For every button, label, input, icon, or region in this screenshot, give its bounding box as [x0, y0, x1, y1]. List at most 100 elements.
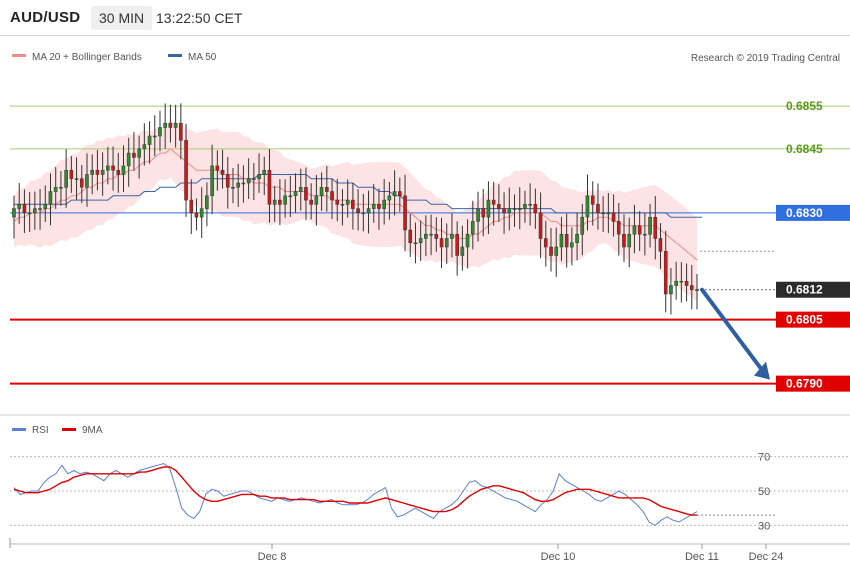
candle-body-up [48, 191, 53, 205]
candle-body-up [142, 144, 147, 150]
candle-body-up [252, 178, 256, 180]
candle-body-down [491, 199, 496, 205]
forecast-arrow [700, 287, 770, 380]
candle [653, 195, 658, 260]
candle [215, 150, 220, 191]
candle [335, 178, 340, 222]
candle-body-down [325, 187, 329, 192]
candle-body-down [184, 140, 188, 201]
candle-body-up [210, 165, 214, 197]
candle [465, 219, 470, 269]
candle [429, 214, 433, 256]
candle [413, 222, 418, 264]
candle-body-up [288, 195, 293, 198]
candle [199, 187, 204, 239]
candle-body-up [152, 135, 157, 138]
candle [408, 213, 413, 257]
candle [392, 170, 397, 216]
candle [184, 123, 188, 217]
candle [22, 189, 27, 234]
candle-body-down [335, 199, 340, 205]
candle [100, 152, 105, 196]
last-price-label-text: 0.6812 [786, 283, 823, 297]
candle [387, 181, 392, 220]
candle-body-down [22, 204, 27, 214]
price-labels: 0.6855 0.6845 0.6830 0.6812 0.6805 0.6790 [776, 99, 850, 392]
candle [559, 216, 564, 262]
candle-body-down [549, 246, 553, 256]
candle [648, 203, 652, 248]
candle-body-down [330, 191, 334, 201]
candle [570, 227, 574, 266]
timeframe-button[interactable]: 30 MIN [91, 6, 153, 30]
candle [502, 192, 506, 234]
candle [486, 181, 491, 234]
candle [549, 227, 553, 272]
candle-body-down [543, 238, 548, 248]
candle-body-down [304, 187, 308, 201]
candle-body-down [111, 165, 115, 171]
candle [450, 212, 454, 258]
candle-body-up [413, 242, 418, 245]
candle-body-up [366, 208, 371, 214]
candle [538, 192, 543, 259]
candle-body-up [418, 238, 423, 244]
candle-body-up [601, 212, 605, 215]
candle-body-up [575, 233, 579, 243]
candle-body-down [596, 204, 600, 214]
candle [674, 261, 678, 300]
candle [168, 104, 173, 143]
candle [632, 204, 637, 254]
candle-body-up [387, 195, 392, 201]
candle-body-up [236, 182, 240, 188]
candle [455, 221, 459, 276]
level-label-0.6845: 0.6845 [786, 142, 823, 156]
candle-body-down [194, 212, 199, 218]
candle-body-down [564, 233, 569, 248]
candle [79, 164, 84, 204]
candle-body-down [658, 238, 663, 252]
candle [147, 121, 152, 164]
candle-body-up [262, 169, 267, 175]
candle-body-up [382, 199, 386, 209]
candle [59, 171, 63, 206]
candle-body-up [643, 233, 647, 236]
candle-body-up [523, 204, 527, 209]
candle-body-up [340, 204, 345, 206]
rsi-legend: RSI 9MA [12, 425, 103, 436]
candle-body-down [215, 165, 220, 171]
ma9-legend-swatch [62, 428, 76, 431]
candle-body-up [444, 238, 449, 248]
candle-body-down [439, 238, 444, 248]
candle [179, 103, 183, 160]
candle [283, 179, 287, 218]
level-label-bg-0.6790 [776, 375, 850, 392]
candle-body-up [361, 212, 366, 215]
candle-body-up [33, 208, 37, 214]
level-label-text-0.6855: 0.6855 [786, 99, 823, 113]
candle-body-down [278, 199, 282, 205]
candle-body-up [632, 225, 637, 235]
candle-body-up [257, 174, 261, 180]
candle-body-down [653, 216, 658, 239]
candle [497, 184, 501, 222]
candle [403, 174, 407, 252]
candle-body-up [241, 182, 246, 185]
candle-body-up [27, 212, 32, 215]
candle [225, 156, 230, 209]
rsi-tick-50: 50 [758, 486, 770, 498]
candle [377, 188, 381, 230]
candle-body-down [267, 169, 272, 205]
candle [434, 217, 439, 252]
level-label-bg-0.6805 [776, 311, 850, 328]
candle-body-up [424, 233, 428, 239]
candle [74, 157, 79, 201]
candle-body-up [371, 204, 376, 209]
candle-body-down [398, 191, 402, 197]
candle [241, 165, 246, 203]
candle-body-down [179, 122, 183, 141]
candle [695, 273, 699, 310]
candle-body-up [283, 195, 287, 205]
candle [575, 213, 579, 261]
